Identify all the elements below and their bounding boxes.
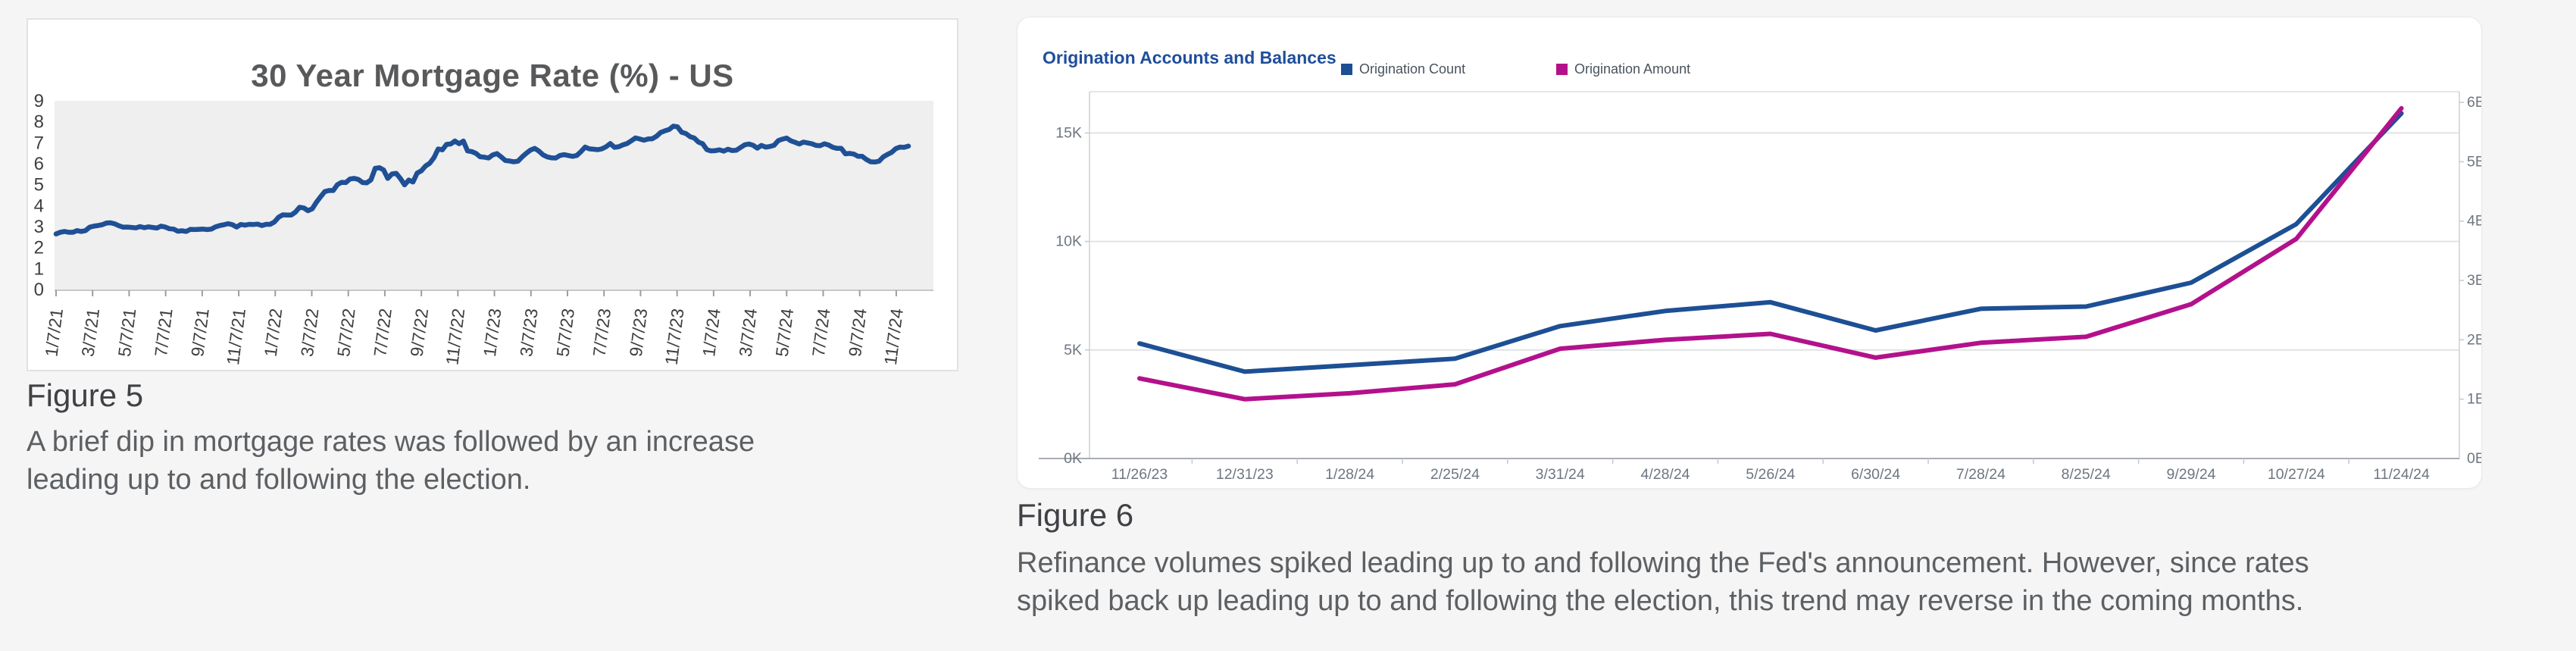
mortgage-y-tick-label: 8 <box>34 112 44 133</box>
origination-x-tick-label: 12/31/23 <box>1216 466 1274 483</box>
mortgage-rate-line <box>53 124 911 236</box>
origination-x-tick-label: 11/26/23 <box>1111 466 1168 483</box>
legend-item-origination-amount[interactable]: Origination Amount <box>1556 61 1690 77</box>
origination-right-axis-label: 0B <box>2467 450 2481 467</box>
mortgage-x-tick-label: 9/7/24 <box>845 307 871 358</box>
origination-left-axis-label: 15K <box>1055 124 1082 141</box>
legend-item-origination-count[interactable]: Origination Count <box>1341 61 1465 77</box>
origination-left-axis-label: 10K <box>1055 233 1082 250</box>
figure6-caption-line1: Refinance volumes spiked leading up to a… <box>1017 547 2309 579</box>
mortgage-x-tick-label: 3/7/24 <box>735 307 761 358</box>
origination-x-tick-label: 7/28/24 <box>1956 466 2005 483</box>
origination-count-legend-label: Origination Count <box>1359 61 1466 77</box>
origination-x-tick-label: 3/31/24 <box>1536 466 1585 483</box>
mortgage-y-tick-label: 4 <box>34 196 44 216</box>
mortgage-y-tick-label: 5 <box>34 175 44 196</box>
mortgage-y-tick-label: 3 <box>34 217 44 237</box>
mortgage-x-tick-label: 1/7/22 <box>261 307 286 358</box>
mortgage-plot-area <box>55 101 933 290</box>
mortgage-y-tick-label: 1 <box>34 258 44 279</box>
origination-amount-legend-label: Origination Amount <box>1574 61 1691 77</box>
origination-x-tick-label: 4/28/24 <box>1640 466 1690 483</box>
mortgage-x-tick-label: 3/7/21 <box>78 307 104 358</box>
origination-right-axis-label: 4B <box>2467 213 2481 230</box>
mortgage-x-tick-label: 7/7/23 <box>589 307 615 358</box>
origination-count-swatch-icon <box>1341 64 1352 75</box>
origination-right-axis-label: 3B <box>2467 272 2481 289</box>
mortgage-x-tick-label: 11/7/22 <box>442 307 468 366</box>
figure6-caption: Refinance volumes spiked leading up to a… <box>1017 544 2524 620</box>
mortgage-x-tick-label: 3/7/22 <box>297 307 323 358</box>
figure5-caption-line2: leading up to and following the election… <box>27 464 531 496</box>
mortgage-x-tick-label: 5/7/22 <box>333 307 359 358</box>
mortgage-x-tick-label: 3/7/23 <box>516 307 542 358</box>
origination-right-axis-label: 5B <box>2467 153 2481 170</box>
origination-chart-svg: 0K 5K 10K 15K 0B 1B 2B 3B 4B 5B 6B 11/26/23 12/31/23… <box>1039 91 2481 483</box>
figure6-caption-line2: spiked back up leading up to and followi… <box>1017 585 2304 617</box>
mortgage-x-tick-label: 1/7/24 <box>699 307 724 358</box>
origination-x-tick-label: 8/25/24 <box>2062 466 2111 483</box>
mortgage-x-tick-label: 7/7/21 <box>151 307 177 358</box>
origination-amount-swatch-icon <box>1556 64 1568 75</box>
mortgage-chart-title: 30 Year Mortgage Rate (%) - US <box>251 58 734 93</box>
origination-x-tick-label: 2/25/24 <box>1430 466 1480 483</box>
mortgage-y-tick-label: 0 <box>34 280 44 300</box>
mortgage-x-tick-label: 11/7/23 <box>661 307 688 366</box>
origination-x-tick-label: 1/28/24 <box>1325 466 1374 483</box>
mortgage-x-tick-label: 5/7/21 <box>114 307 140 358</box>
figure5-caption-line1: A brief dip in mortgage rates was follow… <box>27 426 755 458</box>
mortgage-x-tick-label: 9/7/23 <box>626 307 652 358</box>
mortgage-x-tick-label: 11/7/24 <box>880 307 907 366</box>
origination-count-line <box>1137 111 2404 374</box>
mortgage-x-tick-label: 1/7/21 <box>41 307 67 358</box>
mortgage-x-tick-label: 7/7/22 <box>370 307 395 358</box>
mortgage-x-tick-label: 7/7/24 <box>808 307 834 358</box>
origination-left-axis-label: 5K <box>1064 342 1082 358</box>
origination-right-axis-label: 1B <box>2467 391 2481 408</box>
origination-right-axis-label: 6B <box>2467 94 2481 111</box>
origination-right-axis-label: 2B <box>2467 331 2481 348</box>
mortgage-y-tick-label: 7 <box>34 133 44 153</box>
figure5-heading: Figure 5 <box>27 377 144 413</box>
mortgage-x-tick-label: 1/7/23 <box>480 307 505 358</box>
mortgage-x-tick-label: 11/7/21 <box>223 307 249 366</box>
origination-chart-title: Origination Accounts and Balances <box>1043 48 1336 67</box>
origination-amount-line <box>1137 105 2404 402</box>
mortgage-x-tick-label: 9/7/21 <box>187 307 213 358</box>
origination-x-tick-label: 5/26/24 <box>1746 466 1795 483</box>
mortgage-y-tick-label: 9 <box>34 91 44 111</box>
mortgage-x-tick-label: 9/7/22 <box>407 307 433 358</box>
figure6-heading: Figure 6 <box>1017 497 1134 533</box>
mortgage-x-tick-label: 5/7/24 <box>772 307 798 358</box>
origination-left-axis-label: 0K <box>1064 450 1082 467</box>
mortgage-y-tick-label: 6 <box>34 154 44 174</box>
mortgage-x-tick-label: 5/7/23 <box>552 307 578 358</box>
origination-x-tick-label: 11/24/24 <box>2373 466 2430 483</box>
origination-x-tick-label: 9/29/24 <box>2166 466 2215 483</box>
mortgage-y-tick-label: 2 <box>34 238 44 258</box>
origination-chart-card: Origination Accounts and Balances Origin… <box>1017 17 2482 489</box>
origination-x-tick-label: 6/30/24 <box>1851 466 1900 483</box>
origination-x-tick-label: 10/27/24 <box>2268 466 2325 483</box>
figure5-caption: A brief dip in mortgage rates was follow… <box>27 423 974 499</box>
